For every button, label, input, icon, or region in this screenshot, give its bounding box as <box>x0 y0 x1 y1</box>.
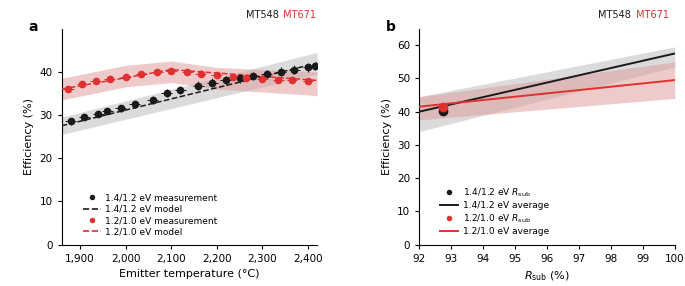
Text: a: a <box>29 20 38 34</box>
Text: b: b <box>386 20 396 34</box>
Text: MT548: MT548 <box>598 10 631 20</box>
Text: MT671: MT671 <box>280 10 316 20</box>
Text: MT548: MT548 <box>245 10 278 20</box>
Y-axis label: Efficiency (%): Efficiency (%) <box>24 98 34 175</box>
X-axis label: $R_\mathrm{sub}$ (%): $R_\mathrm{sub}$ (%) <box>524 269 570 283</box>
Y-axis label: Efficiency (%): Efficiency (%) <box>382 98 392 175</box>
Text: MT671: MT671 <box>632 10 669 20</box>
X-axis label: Emitter temperature (°C): Emitter temperature (°C) <box>119 269 260 279</box>
Legend: 1.4/1.2 eV $R_\mathrm{sub}$, 1.4/1.2 eV average, 1.2/1.0 eV $R_\mathrm{sub}$, 1.: 1.4/1.2 eV $R_\mathrm{sub}$, 1.4/1.2 eV … <box>436 183 553 240</box>
Legend: 1.4/1.2 eV measurement, 1.4/1.2 eV model, 1.2/1.0 eV measurement, 1.2/1.0 eV mod: 1.4/1.2 eV measurement, 1.4/1.2 eV model… <box>79 190 221 240</box>
